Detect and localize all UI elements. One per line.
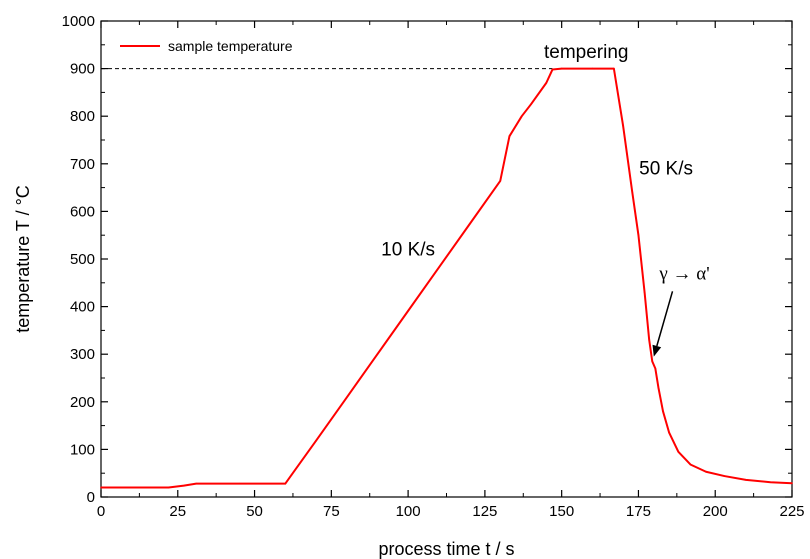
annotation-gamma-to-alpha-prime: γ → α' xyxy=(658,263,709,284)
data-point xyxy=(100,486,102,489)
data-point xyxy=(315,440,317,442)
x-tick-label: 150 xyxy=(549,503,574,520)
annotation-arrowhead xyxy=(652,344,662,357)
data-point xyxy=(654,367,657,370)
data-point xyxy=(284,482,287,485)
legend: sample temperature xyxy=(120,38,293,54)
x-tick-label: 175 xyxy=(626,503,651,520)
data-point xyxy=(195,482,198,485)
data-point xyxy=(137,486,139,489)
data-point xyxy=(648,339,650,341)
data-point xyxy=(677,450,680,453)
data-point xyxy=(668,431,670,434)
data-point xyxy=(560,67,563,70)
data-point xyxy=(290,474,293,476)
ticks-layer: 0 25 50 75 100 125 150 175 200 225 0 100 200 300 400 50… xyxy=(62,13,805,520)
data-point xyxy=(637,234,640,236)
y-tick-label: 800 xyxy=(70,108,95,125)
data-point xyxy=(345,396,348,399)
data-point xyxy=(376,353,379,356)
data-point xyxy=(520,115,523,117)
labels-layer: process time t / s temperature T / °C xyxy=(13,185,515,559)
x-axis-title: process time t / s xyxy=(378,539,514,559)
data-point xyxy=(613,67,615,70)
x-tick-label: 125 xyxy=(472,503,497,520)
y-tick-label: 900 xyxy=(70,61,95,78)
legend-label-sample-temperature: sample temperature xyxy=(168,38,293,54)
data-point xyxy=(183,484,185,487)
series-layer xyxy=(100,67,793,489)
y-tick-label: 0 xyxy=(87,489,95,506)
data-point xyxy=(551,68,554,71)
plot-frame xyxy=(100,20,793,498)
data-point xyxy=(705,470,707,473)
data-point xyxy=(167,486,170,489)
series-line-sample-temperature xyxy=(101,67,793,489)
x-tick-label: 100 xyxy=(396,503,421,520)
y-tick-label: 1000 xyxy=(62,13,95,30)
y-tick-label: 300 xyxy=(70,346,95,363)
data-point xyxy=(438,266,440,269)
axes xyxy=(100,20,793,498)
data-point xyxy=(468,223,471,226)
data-point xyxy=(723,475,726,477)
annotation-50-ks: 50 K/s xyxy=(639,159,693,180)
data-point xyxy=(689,463,692,466)
x-tick-label: 0 xyxy=(97,503,105,520)
x-tick-label: 75 xyxy=(323,503,340,520)
annotation-tempering: tempering xyxy=(544,42,629,63)
data-point xyxy=(791,482,793,484)
y-axis-title: temperature T / °C xyxy=(13,185,33,333)
y-tick-label: 200 xyxy=(70,394,95,411)
y-tick-label: 700 xyxy=(70,156,95,173)
data-point xyxy=(591,67,594,70)
data-point xyxy=(407,310,409,312)
data-point xyxy=(769,481,772,484)
data-point xyxy=(508,135,511,137)
annotation-10-ks: 10 K/s xyxy=(381,239,435,260)
y-tick-label: 500 xyxy=(70,251,95,268)
data-point xyxy=(545,82,548,84)
data-point xyxy=(631,191,634,194)
data-point xyxy=(238,482,240,485)
annotations-layer: tempering 50 K/s 10 K/s γ → α' xyxy=(381,42,710,357)
y-tick-label: 100 xyxy=(70,441,95,458)
data-point xyxy=(530,103,532,106)
data-point xyxy=(657,386,660,389)
y-tick-label: 400 xyxy=(70,299,95,316)
x-tick-label: 50 xyxy=(246,503,263,520)
x-tick-label: 200 xyxy=(703,503,728,520)
x-tick-label: 25 xyxy=(169,503,186,520)
annotation-arrow xyxy=(656,291,674,347)
data-point xyxy=(662,410,664,413)
data-point xyxy=(745,479,747,481)
data-point xyxy=(643,291,646,294)
data-point xyxy=(651,360,654,363)
y-tick-label: 600 xyxy=(70,203,95,220)
data-point xyxy=(499,180,502,182)
data-point xyxy=(622,124,624,127)
x-tick-label: 225 xyxy=(779,503,804,520)
